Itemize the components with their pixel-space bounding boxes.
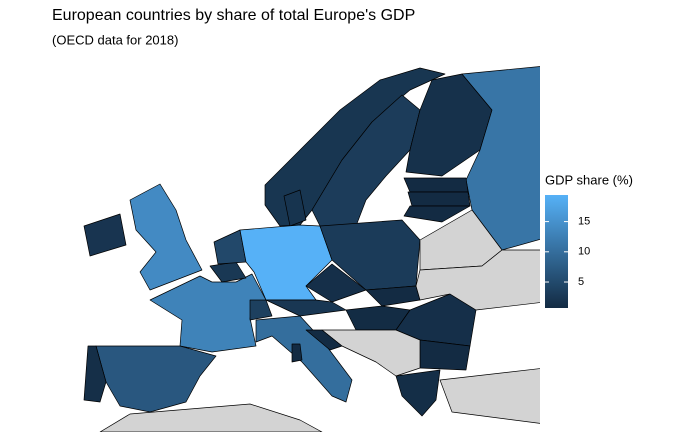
colorbar-label: 15 xyxy=(578,215,590,227)
region xyxy=(403,177,469,193)
region xyxy=(209,261,247,283)
region xyxy=(321,329,421,377)
chart-title: European countries by share of total Eur… xyxy=(52,7,415,24)
region xyxy=(239,224,333,301)
region xyxy=(265,299,347,317)
legend: 5 10 15 xyxy=(545,195,590,308)
region xyxy=(283,189,307,227)
region xyxy=(95,345,217,413)
legend-title: GDP share (%) xyxy=(545,172,633,187)
region xyxy=(129,183,203,291)
region xyxy=(99,403,323,432)
region xyxy=(83,345,107,403)
colorbar-label: 10 xyxy=(578,246,590,258)
region xyxy=(439,368,540,424)
colorbar xyxy=(545,195,568,308)
region xyxy=(395,369,441,417)
region xyxy=(249,299,273,321)
region xyxy=(149,273,267,353)
region xyxy=(415,249,540,311)
region xyxy=(305,329,343,351)
colorbar-label: 5 xyxy=(578,276,584,288)
region xyxy=(407,191,471,207)
chart-subtitle: (OECD data for 2018) xyxy=(52,32,178,47)
region xyxy=(291,343,303,363)
region xyxy=(403,205,471,223)
region xyxy=(83,213,127,257)
region xyxy=(255,315,353,403)
map xyxy=(83,66,540,432)
